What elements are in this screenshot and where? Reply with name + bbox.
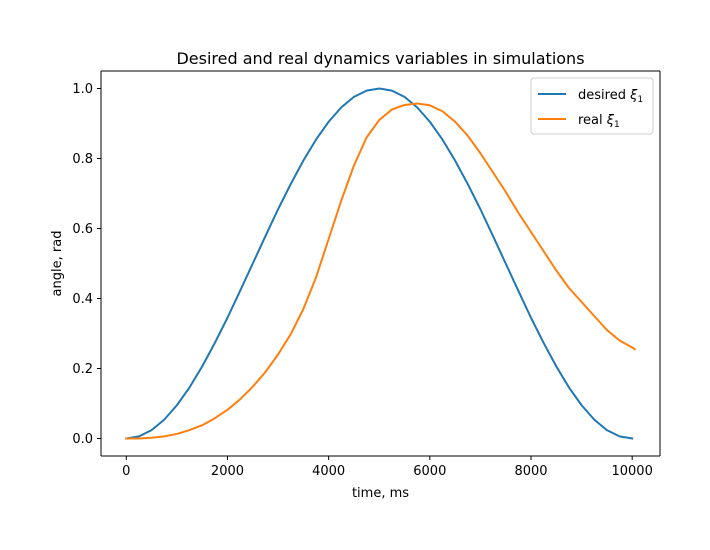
legend-label-desired-subscript: 1 bbox=[637, 95, 643, 105]
x-tick-label: 6000 bbox=[413, 464, 446, 479]
legend-label-desired-symbol: ξ bbox=[629, 88, 638, 103]
legend-label-desired: desired ξ1 bbox=[578, 88, 643, 105]
x-tick-label: 8000 bbox=[514, 464, 547, 479]
series-layer bbox=[125, 87, 637, 440]
legend-label-real-symbol: ξ bbox=[606, 113, 615, 128]
legend-label-real: real ξ1 bbox=[578, 113, 620, 130]
chart-title: Desired and real dynamics variables in s… bbox=[176, 49, 584, 68]
legend-label-real-subscript: 1 bbox=[614, 120, 620, 130]
y-tick-label: 0.2 bbox=[72, 362, 93, 377]
x-tick-label: 0 bbox=[122, 464, 130, 479]
plot-area: 0 2000 4000 6000 8000 10000 0.0 0.2 0.4 0.6 0.8 1.… bbox=[72, 70, 661, 479]
legend-label-real-text: real bbox=[578, 113, 607, 128]
axes-frame bbox=[100, 70, 661, 457]
y-tick-label: 1.0 bbox=[72, 82, 93, 97]
y-axis-label: angle, rad bbox=[50, 231, 65, 297]
y-tick-label: 0.0 bbox=[72, 432, 93, 447]
y-axis-ticks: 0.0 0.2 0.4 0.6 0.8 1.0 bbox=[72, 82, 101, 447]
series-line-real bbox=[125, 102, 637, 440]
x-tick-label: 2000 bbox=[211, 464, 244, 479]
legend: desired ξ1 real ξ1 bbox=[530, 77, 654, 135]
y-tick-label: 0.6 bbox=[72, 222, 93, 237]
y-tick-label: 0.4 bbox=[72, 292, 93, 307]
plot-background bbox=[101, 71, 660, 456]
x-axis-ticks: 0 2000 4000 6000 8000 10000 bbox=[122, 456, 653, 479]
x-axis-label: time, ms bbox=[352, 486, 409, 501]
series-line-desired bbox=[125, 87, 634, 440]
y-tick-label: 0.8 bbox=[72, 152, 93, 167]
x-tick-label: 4000 bbox=[312, 464, 345, 479]
x-tick-label: 10000 bbox=[611, 464, 652, 479]
legend-label-desired-text: desired bbox=[578, 88, 630, 103]
